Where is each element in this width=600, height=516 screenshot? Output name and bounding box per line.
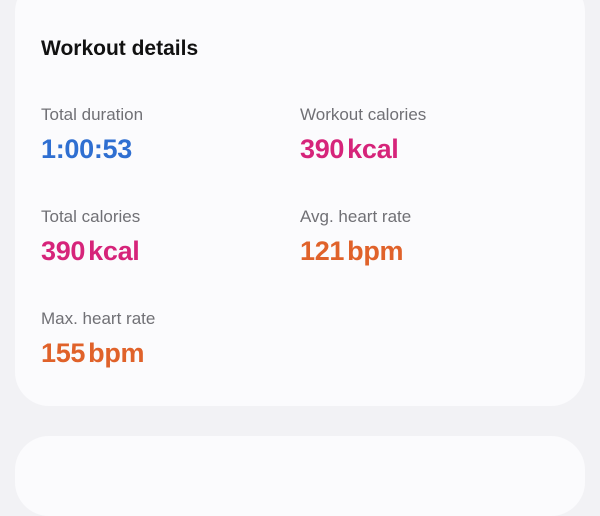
metric-value: 155 bpm (41, 338, 155, 368)
metric-value: 390 kcal (300, 134, 426, 164)
metric-unit: bpm (347, 236, 404, 266)
metric-label: Total duration (41, 105, 144, 124)
metric-unit: kcal (88, 236, 140, 266)
metric-number: 1:00:53 (41, 134, 132, 164)
metric-number: 390 (300, 134, 345, 164)
metric-value: 1:00:53 (41, 134, 143, 164)
metric-label: Total calories (41, 207, 141, 226)
metric-workout-calories: Workout calories 390 kcal (300, 105, 426, 164)
metric-label: Max. heart rate (41, 309, 156, 328)
metric-max-heart-rate: Max. heart rate 155 bpm (41, 309, 155, 368)
metric-number: 390 (41, 236, 86, 266)
metric-total-calories: Total calories 390 kcal (41, 207, 140, 266)
card-title: Workout details (41, 37, 199, 60)
metric-value: 390 kcal (41, 236, 140, 266)
metric-total-duration: Total duration 1:00:53 (41, 105, 143, 164)
metric-unit: bpm (88, 338, 145, 368)
metric-avg-heart-rate: Avg. heart rate 121 bpm (300, 207, 411, 266)
metric-label: Workout calories (300, 105, 427, 124)
workout-details-card: Workout details Total duration 1:00:53 W… (15, 0, 585, 406)
metric-unit: kcal (347, 134, 399, 164)
next-card (15, 436, 585, 516)
metric-value: 121 bpm (300, 236, 411, 266)
metric-label: Avg. heart rate (300, 207, 412, 226)
metric-number: 121 (300, 236, 345, 266)
metric-number: 155 (41, 338, 86, 368)
